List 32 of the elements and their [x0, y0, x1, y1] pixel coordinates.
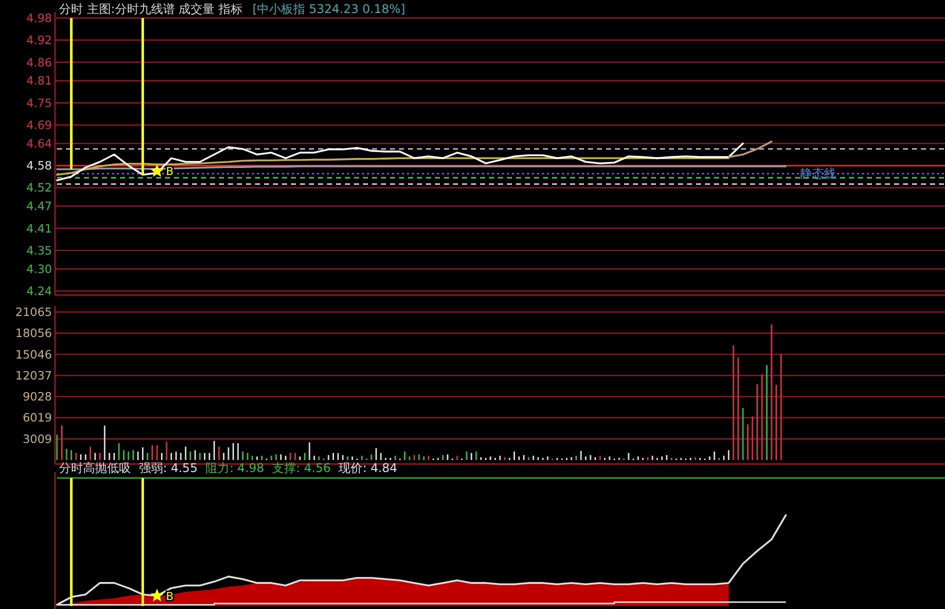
text: 支撑: 4.56: [272, 461, 331, 475]
y-tick-label: 4.92: [26, 33, 52, 48]
y-tick-label: 9028: [22, 390, 52, 404]
y-tick-label: 4.69: [26, 118, 52, 132]
y-tick-label: 21065: [15, 305, 52, 319]
y-tick-label: 4.30: [26, 262, 52, 276]
y-tick-label: 18056: [15, 326, 52, 340]
y-tick-label: 4.81: [26, 74, 52, 88]
y-tick-label: 4.35: [26, 243, 52, 258]
line-series: [56, 142, 744, 182]
chart-title: 分时高抛低吸: [59, 461, 131, 475]
y-tick-label: 4.47: [26, 199, 52, 214]
y-tick-label: 4.24: [26, 284, 52, 298]
y-tick-label: 4.75: [26, 96, 52, 110]
y-tick-label: 3009: [22, 432, 52, 446]
chart-title: 分时 主图:分时九线谱 成交量 指标: [59, 2, 242, 16]
line-series: [728, 140, 772, 158]
annotation: 静态线: [800, 166, 836, 181]
y-tick-label: 4.86: [26, 55, 52, 70]
text: 现价: 4.84: [338, 461, 398, 475]
y-tick-label: 4.41: [26, 221, 52, 236]
text: 强弱: 4.55: [139, 461, 198, 475]
y-tick-label: 4.58: [26, 158, 52, 173]
y-tick-label: 4.98: [26, 11, 52, 25]
line-series: [56, 157, 730, 176]
y-tick-label: 12037: [15, 368, 52, 382]
y-tick-label: 4.64: [26, 136, 52, 150]
y-tick-label: 6019: [22, 410, 52, 425]
chart-subtitle: [中小板指 5324.23 0.18%]: [252, 2, 406, 16]
y-tick-label: 4.52: [26, 180, 52, 195]
text: 阻力: 4.98: [206, 461, 264, 475]
y-tick-label: 15046: [15, 347, 52, 362]
